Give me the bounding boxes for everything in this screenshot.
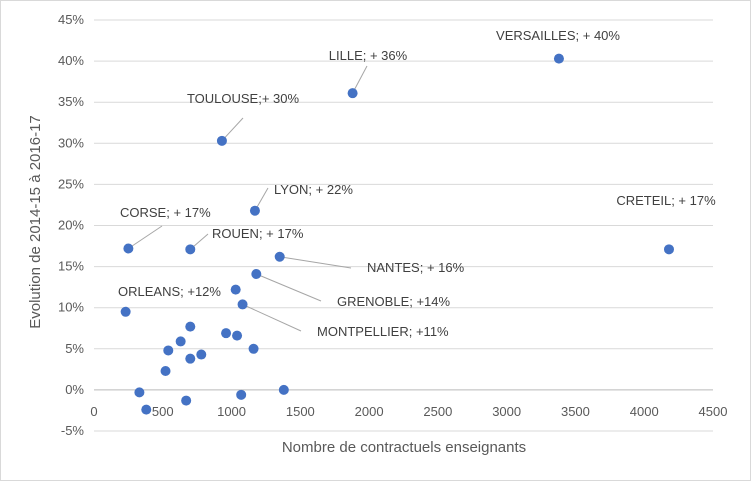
x-tick-label: 4500 [699,404,728,419]
point-annotation: CRETEIL; + 17% [616,193,716,208]
data-point [163,345,174,356]
data-point [185,353,196,364]
point-annotation: LILLE; + 36% [329,48,408,63]
x-tick-label: 0 [90,404,97,419]
annotation-leader-line [242,303,302,332]
y-tick-label: -5% [61,423,85,438]
data-point [196,349,207,360]
y-axis-title: Evolution de 2014-15 à 2016-17 [27,115,44,329]
y-tick-label: 5% [65,341,84,356]
point-annotation: LYON; + 22% [274,182,353,197]
x-tick-label: 4000 [630,404,659,419]
y-tick-label: 35% [58,94,84,109]
data-point [134,387,145,398]
data-point [236,389,247,400]
data-point [274,251,285,262]
y-tick-label: 10% [58,300,84,315]
annotation-leader-line [221,117,244,142]
data-points [120,53,674,415]
y-tick-label: 40% [58,53,84,68]
annotation-leader-line [128,225,163,249]
point-annotation: MONTPELLIER; +11% [317,324,449,339]
data-point [347,88,358,99]
data-point [249,205,260,216]
annotation-leader-line [279,256,352,269]
point-annotation: ORLEANS; +12% [118,284,221,299]
data-point [278,384,289,395]
x-tick-label: 2000 [355,404,384,419]
annotations: VERSAILLES; + 40% LILLE; + 36% TOULOUSE;+ … [118,28,716,339]
data-point [216,135,227,146]
data-point [185,321,196,332]
data-point [248,343,259,354]
point-annotation: VERSAILLES; + 40% [496,28,620,43]
point-annotation: NANTES; + 16% [367,260,465,275]
x-tick-label: 1000 [217,404,246,419]
data-point [237,299,248,310]
data-point [230,284,241,295]
y-tick-label: 25% [58,176,84,191]
point-annotation: TOULOUSE;+ 30% [187,91,300,106]
data-point [221,328,232,339]
data-point [232,330,243,341]
data-point [663,244,674,255]
x-tick-label: 3500 [561,404,590,419]
data-point [141,404,152,415]
x-axis-title: Nombre de contractuels enseignants [282,439,526,456]
x-tick-label: 3000 [492,404,521,419]
x-tick-label: 2500 [423,404,452,419]
data-point [185,244,196,255]
annotation-leader-line [256,273,322,302]
data-point [553,53,564,64]
data-point [251,268,262,279]
point-annotation: ROUEN; + 17% [212,226,304,241]
data-point [175,336,186,347]
data-point [120,306,131,317]
y-tick-label: 0% [65,382,84,397]
y-tick-label: 45% [58,12,84,27]
x-axis-ticks: 0 500 1000 1500 2000 2500 3000 3500 4000 4500 [90,404,727,419]
x-tick-label: 500 [152,404,174,419]
y-tick-label: 15% [58,259,84,274]
point-annotation: GRENOBLE; +14% [337,294,451,309]
y-tick-label: 20% [58,218,84,233]
annotation-leader-line [352,65,368,94]
data-point [160,365,171,376]
gridlines [94,19,713,432]
data-point [181,395,192,406]
y-tick-label: 30% [58,135,84,150]
data-point [123,243,134,254]
x-tick-label: 1500 [286,404,315,419]
point-annotation: CORSE; + 17% [120,205,211,220]
y-axis-ticks: -5% 0% 5% 10% 15% 20% 25% 30% 35% 40% 45% [58,12,84,438]
